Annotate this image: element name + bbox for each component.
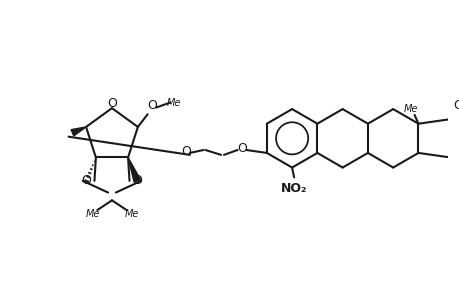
Text: Me: Me [124,209,138,219]
Text: O: O [132,174,142,187]
Text: Me: Me [166,98,181,108]
Text: Me: Me [403,104,417,114]
Text: O: O [82,174,91,187]
Text: O: O [107,97,117,110]
Polygon shape [128,158,140,182]
Polygon shape [71,127,86,136]
Text: O: O [237,142,247,154]
Text: NO₂: NO₂ [280,182,307,195]
Text: O: O [453,99,459,112]
Text: Me: Me [85,209,100,219]
Text: O: O [147,99,157,112]
Text: O: O [181,146,190,158]
